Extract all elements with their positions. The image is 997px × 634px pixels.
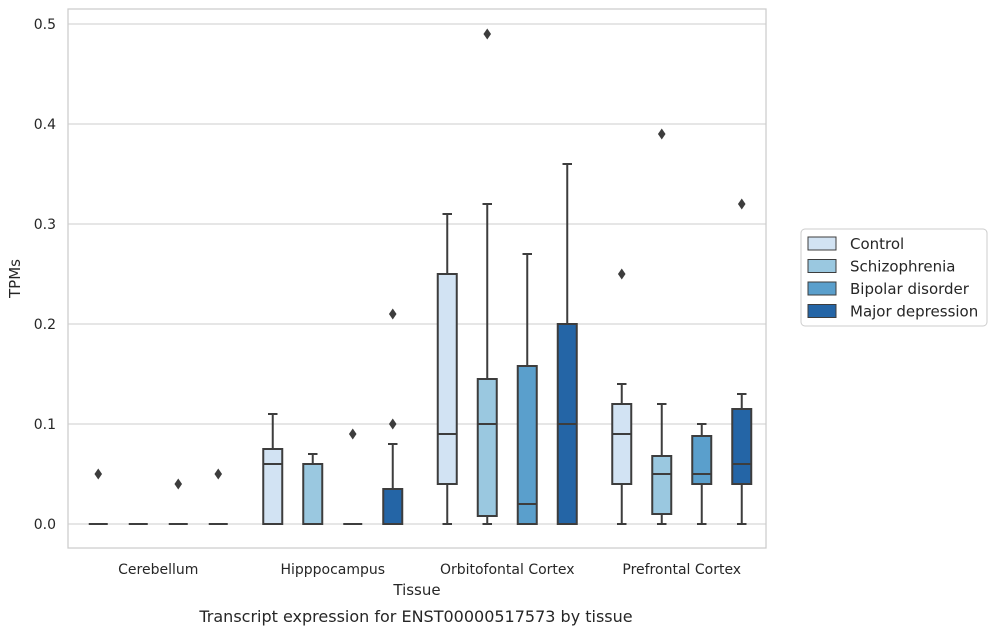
box-body bbox=[611, 403, 633, 485]
legend-frame bbox=[800, 228, 988, 327]
y-tick-label: 0.5 bbox=[34, 17, 56, 33]
x-tick-label: Hipppocampus bbox=[280, 562, 385, 578]
box-mark bbox=[88, 468, 108, 525]
x-axis-label: Tissue bbox=[392, 581, 440, 599]
legend-label: Major depression bbox=[850, 303, 978, 321]
box-mark bbox=[731, 198, 753, 525]
x-tick-label: Cerebellum bbox=[118, 562, 198, 578]
box-body bbox=[691, 435, 713, 485]
legend-swatch bbox=[807, 236, 837, 251]
y-axis-label: TPMs bbox=[6, 259, 24, 299]
legend: Control Schizophrenia Bipolar disorder Majo… bbox=[800, 228, 988, 327]
y-tick-label: 0.1 bbox=[34, 417, 56, 433]
box-mark bbox=[168, 478, 188, 525]
box-mark bbox=[208, 468, 228, 525]
box-mark bbox=[476, 28, 498, 525]
box-mark bbox=[382, 308, 404, 525]
box-mark bbox=[516, 253, 538, 525]
outlier-point bbox=[388, 418, 397, 430]
y-tick-label: 0.3 bbox=[34, 217, 56, 233]
y-tick-label: 0.2 bbox=[34, 317, 56, 333]
series-group bbox=[168, 253, 713, 525]
legend-swatch bbox=[807, 304, 837, 318]
y-tick-label: 0.4 bbox=[34, 117, 56, 133]
outlier-point bbox=[174, 478, 183, 490]
legend-swatch bbox=[807, 259, 837, 273]
box-mark bbox=[262, 413, 284, 525]
outlier-point bbox=[94, 468, 103, 480]
legend-swatch bbox=[807, 281, 837, 296]
box-mark bbox=[651, 128, 673, 525]
box-body bbox=[516, 365, 538, 525]
plot-frame bbox=[67, 8, 767, 549]
outlier-point bbox=[388, 308, 397, 320]
box-body bbox=[262, 448, 284, 525]
series-group bbox=[128, 28, 673, 525]
box-body bbox=[731, 408, 753, 485]
legend-label: Control bbox=[850, 235, 904, 253]
box-mark bbox=[611, 268, 633, 525]
box-body bbox=[651, 455, 673, 515]
outlier-point bbox=[214, 468, 223, 480]
legend-label: Schizophrenia bbox=[850, 258, 955, 276]
x-tick-label: Prefrontal Cortex bbox=[622, 562, 741, 578]
outlier-point bbox=[483, 28, 492, 40]
box-series bbox=[88, 28, 753, 525]
outlier-point bbox=[617, 268, 626, 280]
y-tick-label: 0.0 bbox=[34, 517, 56, 533]
legend-label: Bipolar disorder bbox=[850, 280, 970, 298]
box-mark bbox=[302, 453, 324, 525]
x-tick-label: Orbitofontal Cortex bbox=[440, 562, 575, 578]
outlier-point bbox=[348, 428, 357, 440]
chart-caption: Transcript expression for ENST0000051757… bbox=[198, 607, 632, 626]
box-body bbox=[382, 488, 404, 525]
x-axis-ticks: Cerebellum Hipppocampus Orbitofontal Corte… bbox=[118, 562, 741, 578]
outlier-point bbox=[737, 198, 746, 210]
box-body bbox=[436, 273, 458, 485]
box-mark bbox=[343, 428, 363, 525]
series-group bbox=[88, 213, 633, 525]
box-mark bbox=[556, 163, 578, 525]
outlier-point bbox=[657, 128, 666, 140]
box-body bbox=[302, 463, 324, 525]
box-mark bbox=[436, 213, 458, 525]
box-mark bbox=[691, 423, 713, 525]
y-axis-ticks: 0.0 0.1 0.2 0.3 0.4 0.5 bbox=[34, 17, 56, 533]
series-group bbox=[208, 163, 753, 525]
box-body bbox=[476, 378, 498, 517]
